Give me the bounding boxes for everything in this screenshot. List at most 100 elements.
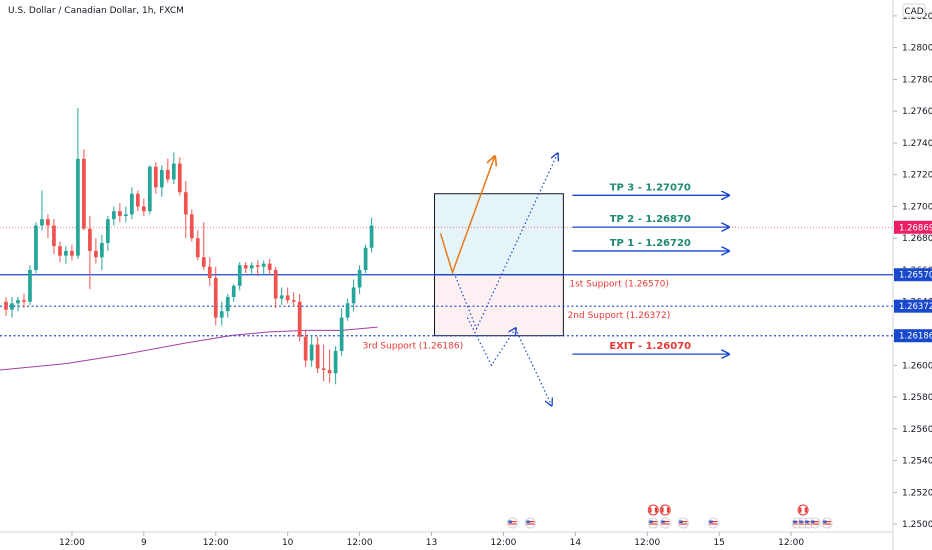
support3-label: 3rd Support (1.26186) (363, 342, 464, 352)
candle-down (327, 370, 332, 374)
candle-down (201, 257, 206, 267)
candle-down (165, 169, 170, 180)
candle-down (213, 277, 218, 318)
time-tick-label: 14 (570, 538, 582, 548)
time-tick-label: 15 (713, 538, 724, 548)
candle-up (34, 225, 38, 270)
candle-up (159, 169, 164, 188)
us-flag-stripe (526, 523, 535, 525)
moving-average (0, 326, 378, 371)
candle-up (261, 263, 266, 267)
candle-down (135, 193, 140, 207)
candle-up (345, 303, 350, 318)
us-flag-stripe (811, 521, 820, 523)
candle-up (279, 295, 284, 299)
us-flag-canton (709, 520, 713, 523)
time-tick-label: 12:00 (490, 538, 516, 548)
us-flag-stripe (661, 523, 670, 525)
price-badges: 1.26869 1.26570 1.26372 1.26186 (894, 220, 932, 343)
current-price-badge (894, 220, 932, 234)
price-tick-label: 1.27200 (902, 171, 932, 181)
candle-down (4, 301, 8, 310)
candle-up (100, 242, 104, 258)
us-flag-stripe (508, 523, 517, 525)
us-flag-canton (526, 520, 530, 523)
time-tick-label: 10 (282, 538, 294, 548)
candle-down (291, 300, 296, 302)
us-flag-stripe (793, 521, 802, 523)
us-flag-canton (799, 520, 803, 523)
candle-up (333, 350, 338, 374)
us-flag-stripe (649, 523, 658, 525)
candle-up (171, 163, 176, 180)
level-price-badge (894, 329, 932, 343)
target-arrows (572, 195, 728, 354)
time-tick-label: 12:00 (778, 538, 804, 548)
time-axis: 12:00 9 12:00 10 12:00 13 12:00 14 12:00 15 12:00 (59, 532, 804, 548)
candle-down (46, 219, 50, 226)
candle-down (70, 250, 74, 256)
candle-up (219, 311, 224, 318)
candle-down (153, 166, 158, 188)
alt-bullish-path (454, 154, 557, 331)
currency-box[interactable] (902, 3, 926, 18)
candle-down (207, 266, 212, 278)
candle-down (189, 214, 194, 239)
stop-loss-zone (434, 274, 564, 337)
price-badge-label: 1.26186 (899, 332, 932, 342)
canada-flag-center (801, 507, 805, 513)
canada-flag-center (651, 507, 655, 513)
us-flag-canton (793, 520, 797, 523)
price-badge-label: 1.26570 (899, 271, 932, 281)
exit-label: EXIT - 1.26070 (609, 341, 691, 352)
candle-up (16, 300, 20, 304)
us-flag-stripe (649, 521, 658, 523)
candle-up (309, 344, 314, 361)
retest-path (466, 317, 515, 367)
candle-down (297, 301, 302, 337)
us-flag-stripe (709, 521, 718, 523)
candle-up (339, 317, 344, 351)
candle-down (315, 344, 320, 369)
time-tick-label: 12:00 (347, 538, 373, 548)
time-tick-label: 12:00 (634, 538, 660, 548)
us-flag-stripe (805, 521, 814, 523)
time-tick-label: 12:00 (203, 538, 229, 548)
time-tick-label: 9 (141, 538, 147, 548)
candle-up (76, 158, 80, 256)
us-flag-stripe (793, 523, 802, 525)
chart-title: U.S. Dollar / Canadian Dollar, 1h, FXCM (8, 6, 184, 16)
candle-down (22, 300, 26, 302)
level-price-badge (894, 268, 932, 282)
price-tick-label: 1.27000 (902, 202, 932, 212)
candle-down (141, 206, 146, 212)
tp3-label: TP 3 - 1.27070 (610, 182, 691, 193)
candle-down (195, 238, 200, 258)
candle-up (40, 219, 44, 226)
candle-up (363, 247, 368, 270)
candle-down (321, 368, 326, 371)
candle-up (129, 193, 134, 215)
candle-down (183, 192, 188, 215)
time-tick-label: 13 (426, 538, 437, 548)
candle-down (94, 250, 98, 258)
us-flag-stripe (508, 521, 517, 523)
event-markers (506, 504, 833, 529)
us-flag-stripe (661, 521, 670, 523)
take-profit-zone (434, 193, 564, 276)
us-flag-stripe (526, 521, 535, 523)
candle-up (28, 269, 32, 302)
candle-up (124, 214, 128, 216)
candle-up (106, 219, 110, 243)
bullish-projection-path (439, 157, 495, 275)
us-flag-stripe (799, 521, 808, 523)
candle-down (88, 228, 92, 251)
candle-up (64, 250, 68, 256)
candle-down (303, 336, 308, 361)
us-flag-stripe (709, 523, 718, 525)
support2-label: 2nd Support (1.26372) (568, 311, 671, 321)
candle-up (351, 287, 356, 304)
price-tick-label: 1.27600 (902, 107, 932, 117)
moving-average-line (0, 326, 378, 371)
